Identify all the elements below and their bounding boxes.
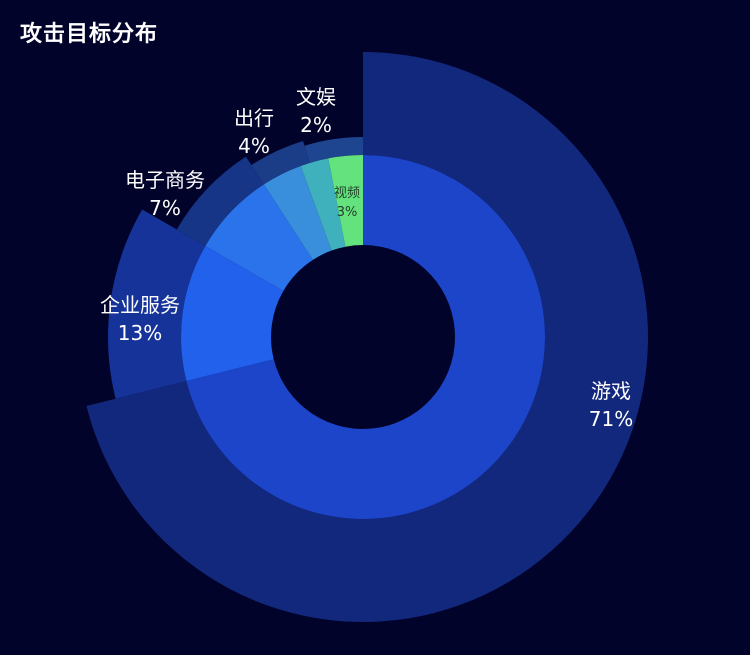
outer-ring: [86, 52, 649, 622]
outer-slice-3[interactable]: [251, 140, 310, 185]
outer-slice-0[interactable]: [86, 52, 649, 622]
slice-label-value-1: 13%: [118, 321, 162, 345]
slice-label-name-4: 文娱: [296, 85, 336, 109]
chart-title: 攻击目标分布: [20, 22, 159, 47]
slice-label-name-0: 游戏: [591, 379, 631, 403]
inner-slice-5[interactable]: [328, 155, 363, 247]
inner-slice-3[interactable]: [263, 165, 332, 260]
outer-slice-1[interactable]: [108, 209, 206, 399]
slice-label-value-4: 2%: [300, 113, 332, 137]
outer-slice-2[interactable]: [176, 156, 264, 246]
inner-slice-label-value: 3%: [337, 205, 358, 220]
outer-slice-4[interactable]: [304, 137, 363, 163]
slice-labels: 游戏 71% 企业服务 13% 电子商务 7% 出行 4% 文娱 2% 视频 3%: [100, 85, 633, 431]
inner-ring: [181, 155, 545, 519]
slice-label-name-3: 出行: [234, 106, 274, 130]
inner-slice-0[interactable]: [186, 155, 545, 519]
slice-label-value-0: 71%: [589, 407, 633, 431]
slice-label-name-2: 电子商务: [125, 168, 205, 192]
inner-slice-label-name: 视频: [334, 186, 360, 201]
inner-slice-2[interactable]: [205, 184, 313, 291]
slice-label-value-3: 4%: [238, 134, 270, 158]
slice-label-name-1: 企业服务: [100, 293, 180, 317]
inner-slice-1[interactable]: [181, 246, 284, 382]
inner-slice-4[interactable]: [300, 158, 346, 251]
slice-label-value-2: 7%: [149, 196, 181, 220]
